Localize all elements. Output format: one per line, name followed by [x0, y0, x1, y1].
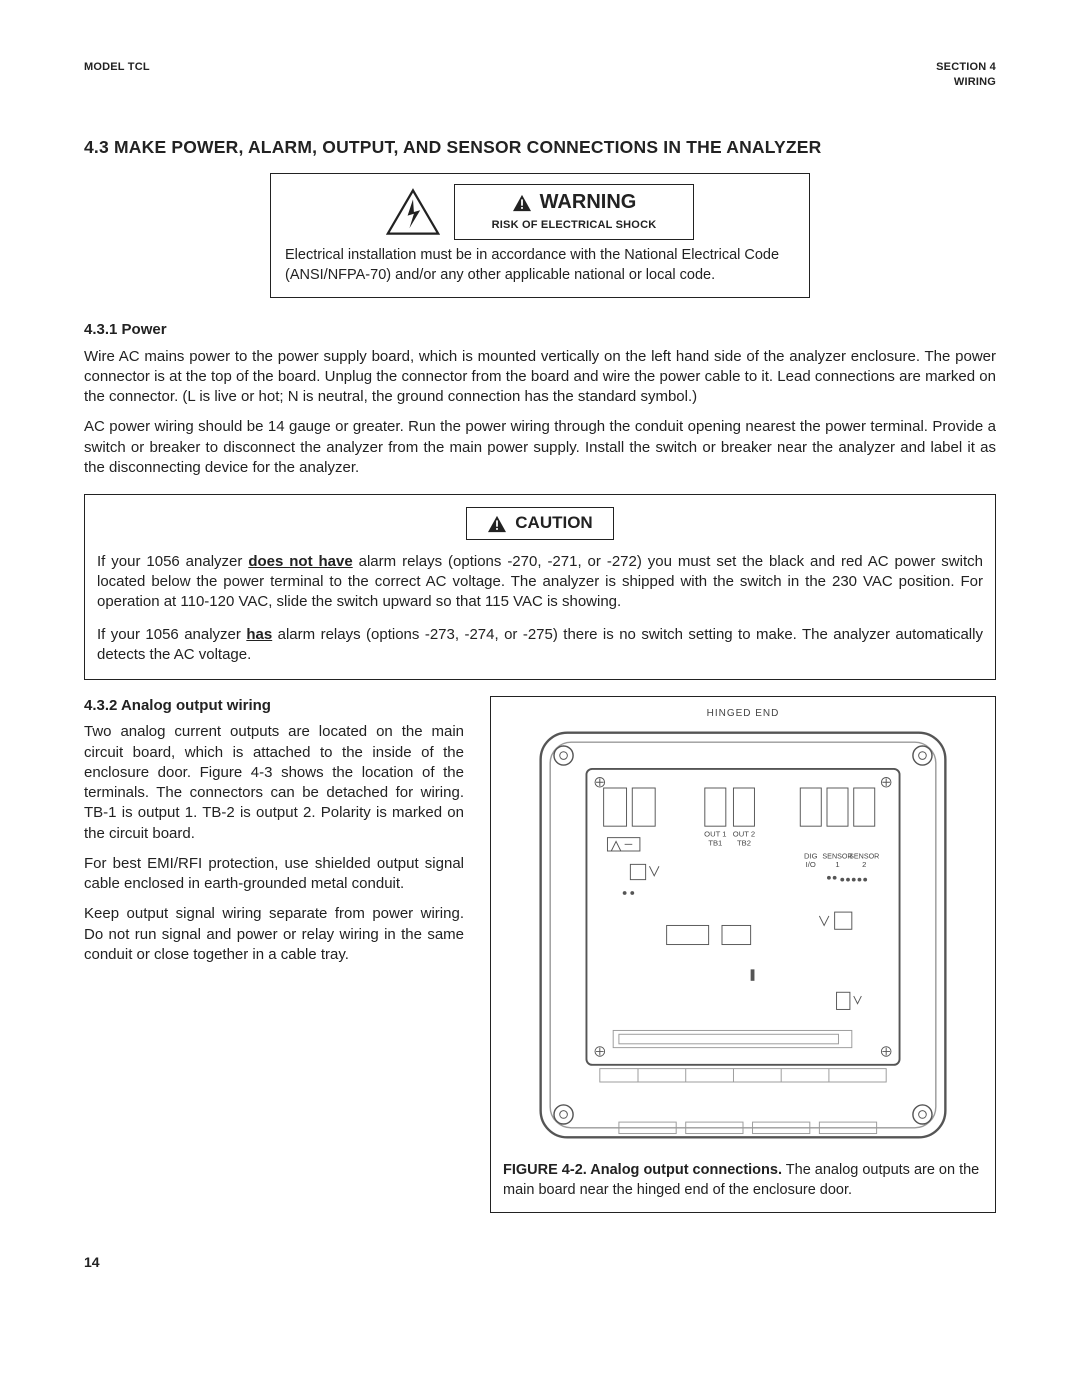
- para-432-3: Keep output signal wiring separate from …: [84, 904, 464, 965]
- caution-box: CAUTION If your 1056 analyzer does not h…: [84, 494, 996, 680]
- warning-body: Electrical installation must be in accor…: [285, 246, 795, 285]
- figure-caption: FIGURE 4-2. Analog output connections. T…: [503, 1161, 983, 1200]
- caution-p2-pre: If your 1056 analyzer: [97, 626, 246, 643]
- warning-subtitle: RISK OF ELECTRICAL SHOCK: [465, 218, 683, 233]
- figure-caption-bold: FIGURE 4-2. Analog output connections.: [503, 1162, 782, 1178]
- warning-exclaim-icon: [512, 194, 532, 212]
- hinged-end-label: HINGED END: [503, 707, 983, 721]
- warning-box: WARNING RISK OF ELECTRICAL SHOCK Electri…: [270, 173, 810, 298]
- svg-text:TB2: TB2: [737, 838, 751, 847]
- caution-p1-pre: If your 1056 analyzer: [97, 553, 248, 570]
- caution-p1: If your 1056 analyzer does not have alar…: [97, 552, 983, 613]
- page-number: 14: [84, 1253, 996, 1272]
- figure-box: HINGED END: [490, 696, 996, 1213]
- svg-text:2: 2: [862, 860, 866, 869]
- svg-text:1: 1: [835, 860, 839, 869]
- caution-p2: If your 1056 analyzer has alarm relays (…: [97, 625, 983, 666]
- header-section: SECTION 4: [936, 60, 996, 75]
- header-left: MODEL TCL: [84, 60, 150, 90]
- figure-diagram: HINGED END: [503, 707, 983, 1151]
- svg-text:I/O: I/O: [806, 860, 816, 869]
- svg-text:TB1: TB1: [708, 838, 722, 847]
- caution-label-text: CAUTION: [515, 512, 592, 535]
- column-left: 4.3.2 Analog output wiring Two analog cu…: [84, 696, 464, 975]
- para-431-2: AC power wiring should be 14 gauge or gr…: [84, 417, 996, 478]
- warning-title: WARNING: [540, 189, 637, 216]
- page-header: MODEL TCL SECTION 4 WIRING: [84, 60, 996, 90]
- section-title: 4.3 MAKE POWER, ALARM, OUTPUT, AND SENSO…: [84, 136, 996, 160]
- heading-432: 4.3.2 Analog output wiring: [84, 696, 464, 716]
- two-column-layout: 4.3.2 Analog output wiring Two analog cu…: [84, 696, 996, 1213]
- heading-431: 4.3.1 Power: [84, 320, 996, 340]
- header-subsection: WIRING: [936, 75, 996, 90]
- enclosure-diagram-icon: OUT 1 TB1 OUT 2 TB2 DIG I/O SENSOR 1 SEN…: [533, 725, 953, 1145]
- caution-body: If your 1056 analyzer does not have alar…: [97, 552, 983, 665]
- para-431-1: Wire AC mains power to the power supply …: [84, 347, 996, 408]
- header-right: SECTION 4 WIRING: [936, 60, 996, 90]
- caution-exclaim-icon: [487, 515, 507, 533]
- caution-p2-underline: has: [246, 626, 272, 643]
- shock-triangle-icon: [386, 188, 440, 236]
- warning-label-box: WARNING RISK OF ELECTRICAL SHOCK: [454, 184, 694, 240]
- para-432-1: Two analog current outputs are located o…: [84, 722, 464, 844]
- para-432-2: For best EMI/RFI protection, use shielde…: [84, 854, 464, 895]
- caution-label: CAUTION: [466, 507, 614, 540]
- caution-p1-underline: does not have: [248, 553, 352, 570]
